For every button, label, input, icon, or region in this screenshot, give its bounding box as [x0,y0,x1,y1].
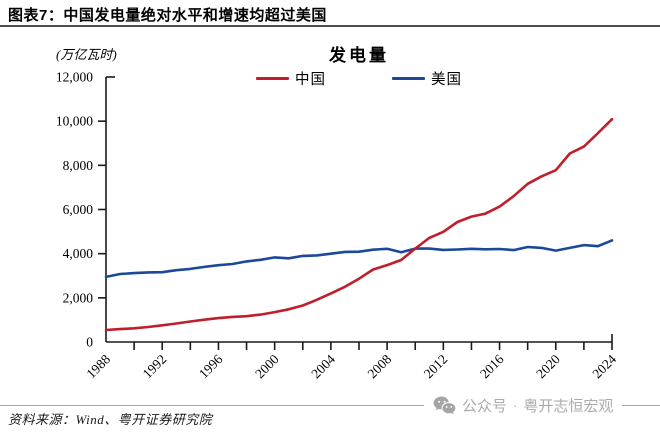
y-tick-label: 8,000 [63,158,94,173]
x-tick-label: 2000 [252,351,282,381]
x-tick-label: 1992 [140,352,170,382]
y-tick-label: 6,000 [63,202,94,217]
series-line-usa [104,239,614,279]
china-line-swatch [256,76,289,80]
x-tick-label: 2004 [308,351,338,381]
watermark-label: 公众号 [462,398,508,415]
x-tick-label: 2024 [589,351,619,381]
wechat-watermark: 公众号 · 粤开志恒宏观 [424,394,623,417]
header-divider [0,25,660,27]
source-note: 资料来源：Wind、粤开证券研究院 [8,412,213,427]
legend-item-china: 中国 [256,69,326,88]
y-tick-label: 2,000 [63,290,94,305]
legend-label-china: 中国 [295,71,326,88]
chart-legend: 中国 美国 [106,69,612,88]
y-tick-label: 4,000 [63,246,94,261]
x-tick-label: 1988 [83,351,113,381]
x-tick-label: 2012 [421,352,451,382]
wechat-icon [433,396,456,415]
x-tick-label: 2020 [533,351,563,381]
usa-line-swatch [392,76,425,80]
legend-label-usa: 美国 [431,71,462,88]
y-tick-label: 10,000 [56,114,93,129]
line-chart: 0 2,000 4,000 6,000 8,000 10,000 12,000 1988 199… [56,70,619,382]
footer-divider [0,405,660,406]
x-tick-label: 2008 [365,351,395,381]
legend-item-usa: 美国 [392,69,462,88]
watermark-separator: · [513,398,518,413]
y-tick-label: 0 [86,335,93,350]
x-tick-label: 2016 [477,351,507,381]
y-axis-unit-label: (万亿瓦时) [56,47,117,62]
chart-title: 发电量 [329,46,389,65]
watermark-name: 粤开志恒宏观 [523,398,614,415]
y-tick-label: 12,000 [56,70,93,85]
x-tick-label: 1996 [196,351,226,381]
figure-title: 图表7：中国发电量绝对水平和增速均超过美国 [8,7,327,24]
series-line-china [104,117,614,332]
